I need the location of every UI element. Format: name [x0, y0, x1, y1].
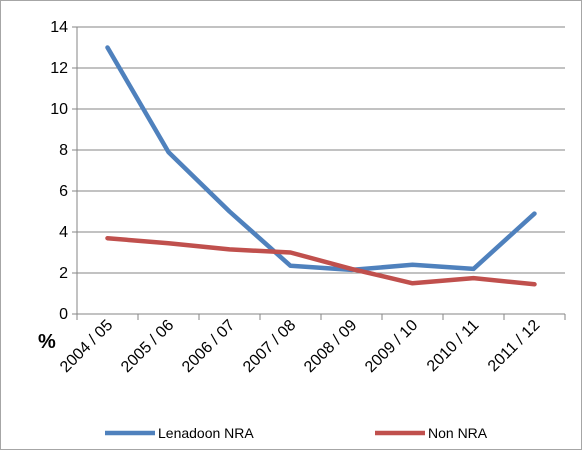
y-tick-label: 4 [59, 224, 68, 241]
y-tick-label: 12 [50, 60, 68, 77]
legend-label: Non NRA [428, 425, 488, 441]
y-tick-label: 6 [59, 183, 68, 200]
series-lines [105, 45, 537, 287]
axes [72, 26, 566, 320]
legend-label: Lenadoon NRA [158, 425, 254, 441]
series-line-1 [105, 235, 537, 287]
series-line-0 [105, 45, 537, 273]
gridlines [77, 26, 565, 274]
y-tick-label: 14 [50, 19, 68, 36]
y-tick-label: 10 [50, 101, 68, 118]
legend: Lenadoon NRA Non NRA [105, 425, 488, 441]
y-axis-unit-label: % [38, 331, 56, 353]
y-tick-label: 0 [59, 306, 68, 323]
y-tick-label: 2 [59, 265, 68, 282]
y-tick-label: 8 [59, 142, 68, 159]
